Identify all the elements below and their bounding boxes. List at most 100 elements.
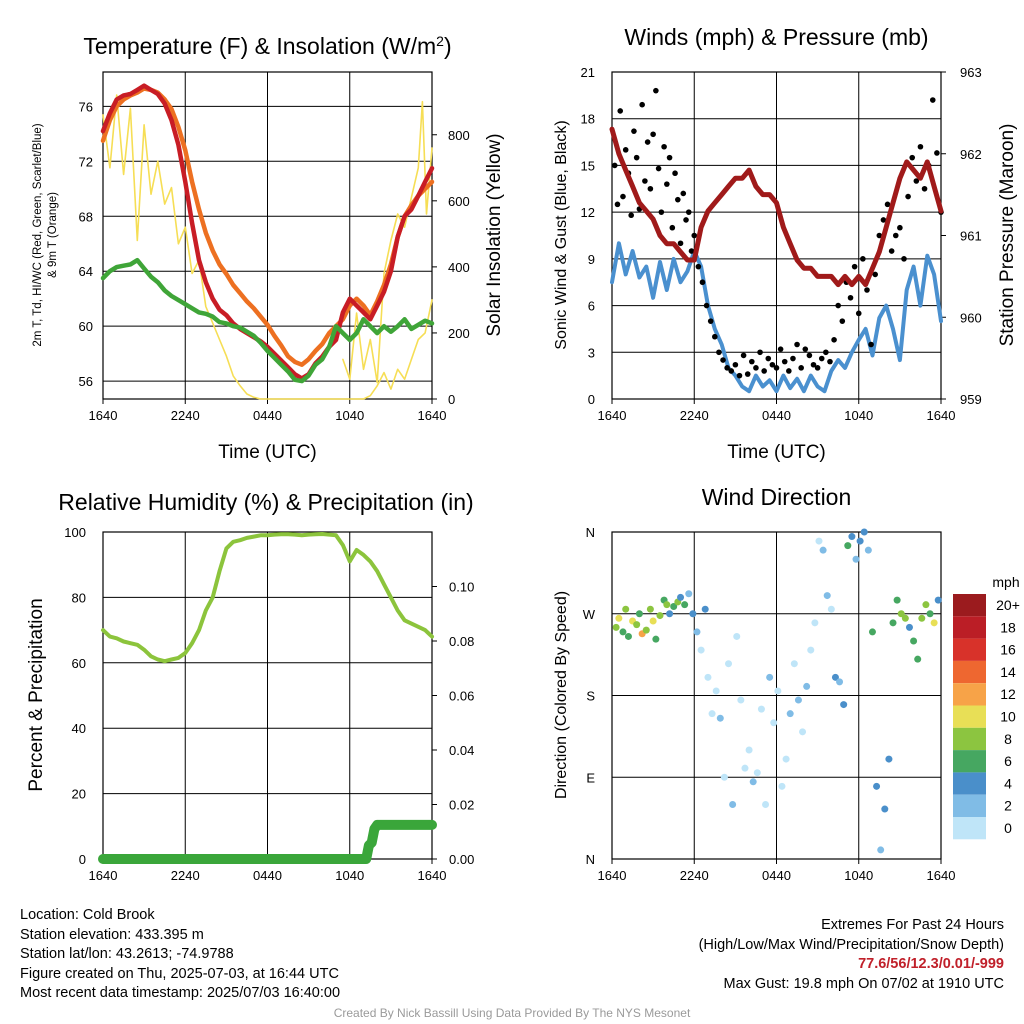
temperature-x-tick: 0440 [253,408,282,423]
direction-y-tick: S [586,689,595,704]
precip-y-tick: 0.00 [449,852,474,867]
gust-point [753,365,759,371]
colorbar-swatch [953,772,986,795]
humidity-title: Relative Humidity (%) & Precipitation (i… [58,489,473,515]
gust-point [781,358,788,365]
pressure-y-tick: 960 [960,310,982,325]
gust-point [699,279,706,286]
direction-point [860,528,868,536]
gust-point [724,365,730,371]
precip-y-tick: 0.02 [449,798,474,813]
winds-x-tick: 1640 [927,408,956,423]
gust-point [888,248,895,254]
gust-point [757,349,763,356]
colorbar-title: mph [992,574,1019,590]
winds-y-tick: 12 [581,205,595,220]
gust-point [868,341,874,348]
gust-point [913,178,920,184]
direction-point [635,610,643,618]
max-gust: Max Gust: 19.8 mph On 07/02 at 1910 UTC [723,975,1004,992]
gust-point [864,287,870,293]
winds-panel: Winds (mph) & Pressure (mb) 1640 2240 0440 1… [553,24,1018,463]
temperature-y-label: 2m T, Td, HI/WC (Red, Green, Scarlet/Blu… [32,123,44,346]
direction-point [868,628,876,636]
direction-point [905,623,913,631]
temperature-y-tick: 68 [79,209,93,224]
gust-point [691,232,698,239]
direction-point [652,635,660,643]
gust-point [790,355,796,362]
gust-point [620,193,626,200]
gust-point [650,131,656,138]
colorbar-swatch [953,660,986,684]
direction-point [737,696,745,704]
gust-point [929,97,936,103]
direction-point [910,637,918,645]
gust-point [677,240,684,247]
gust-point [712,333,718,340]
insolation-y-tick: 600 [448,194,470,209]
humidity-y-tick: 40 [72,721,86,736]
pressure-y-label: Station Pressure (Maroon) [997,124,1018,347]
direction-y-tick: N [586,525,595,540]
colorbar-swatch [953,616,986,639]
gust-point [810,361,817,368]
humidity-x-tick: 2240 [171,868,200,883]
direction-point [864,546,872,554]
humidity-y-tick: 60 [72,656,86,671]
direction-point [819,546,827,554]
direction-point [762,801,770,808]
direction-frame [611,531,942,860]
gust-point [901,256,907,262]
direction-point [807,646,815,654]
colorbar-label: 2 [1004,798,1012,814]
direction-point [712,687,720,695]
colorbar-label: 6 [1004,753,1012,769]
direction-point [815,537,823,545]
direction-point [893,596,901,604]
direction-point [856,537,864,545]
pressure-line [609,126,944,288]
direction-point [697,646,705,654]
credit-line: Created By Nick Bassill Using Data Provi… [333,1006,691,1020]
direction-point [877,846,885,854]
colorbar-swatch [953,683,986,706]
station-location: Location: Cold Brook [20,907,155,923]
direction-y-tick: E [586,770,595,785]
direction-point [914,655,922,663]
gust-point [611,162,618,169]
temperature-x-tick: 1640 [89,408,118,423]
insolation-y-tick: 0 [448,392,455,407]
direction-point [889,619,897,627]
pressure-y-tick: 962 [960,147,982,162]
gust-point [814,365,821,371]
colorbar-label: 10 [1000,709,1016,725]
gust-point [917,143,924,150]
winds-y-tick: 9 [588,252,595,267]
direction-point [622,605,630,613]
station-info: Location: Cold Brook Station elevation: … [20,906,340,1004]
humidity-panel: Relative Humidity (%) & Precipitation (i… [26,489,474,883]
direction-point [873,782,881,790]
direction-point [901,614,909,622]
direction-point [757,705,765,713]
gust-point [688,248,695,254]
gust-point [622,147,629,153]
precip-line [98,819,437,864]
extremes-values: 77.6/56/12.3/0.01/-999 [858,956,1004,972]
colorbar-label: 12 [1000,686,1016,702]
gust-point [884,201,891,208]
precip-y-tick: 0.08 [449,634,474,649]
gust-point [631,128,637,134]
direction-y-label: Direction (Colored By Speed) [553,591,570,799]
winds-y-tick: 6 [588,299,595,314]
gust-point [798,365,804,371]
gust-point [839,318,846,324]
gust-point [655,165,662,172]
gust-point [680,190,687,197]
temperature-y-tick: 76 [79,99,93,114]
gust-point [761,368,767,374]
direction-point [844,542,852,550]
gust-point [823,349,829,356]
